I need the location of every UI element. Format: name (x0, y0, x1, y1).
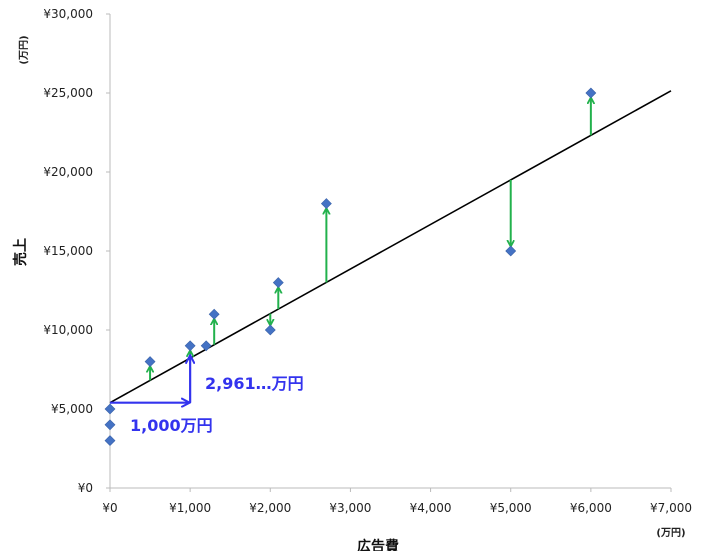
x-tick-label: ¥7,000 (650, 501, 692, 515)
x-tick-label: ¥6,000 (570, 501, 612, 515)
plot-area (104, 87, 672, 447)
y-axis-title: 売上 (12, 238, 29, 266)
y-tick-label: ¥10,000 (43, 323, 93, 337)
regression-line (109, 90, 672, 404)
data-point (104, 419, 116, 431)
data-point (320, 198, 332, 210)
x-tick-label: ¥3,000 (329, 501, 371, 515)
y-tick-label: ¥20,000 (43, 165, 93, 179)
x-axis-title: 広告費 (357, 538, 399, 551)
y-tick-label: ¥30,000 (43, 7, 93, 21)
rise-label: 2,961…万円 (205, 374, 304, 393)
y-axis-ticks: ¥0 ¥5,000 ¥10,000 ¥15,000 ¥20,000 ¥25,000 ¥30,… (43, 7, 110, 495)
x-tick-label: ¥4,000 (410, 501, 452, 515)
run-label: 1,000万円 (130, 416, 213, 435)
y-unit-label: (万円) (18, 35, 30, 64)
x-tick-label: ¥5,000 (490, 501, 532, 515)
data-point (104, 435, 116, 447)
x-tick-label: ¥2,000 (249, 501, 291, 515)
data-point (272, 277, 284, 289)
data-point (144, 356, 156, 368)
x-unit-label: (万円) (656, 527, 685, 539)
data-point (208, 308, 220, 320)
data-point (200, 340, 212, 352)
data-point (505, 245, 517, 257)
y-tick-label: ¥0 (78, 481, 93, 495)
data-point (184, 340, 196, 352)
x-tick-label: ¥1,000 (169, 501, 211, 515)
x-tick-label: ¥0 (102, 501, 117, 515)
data-point (264, 324, 276, 336)
x-axis-ticks: ¥0 ¥1,000 ¥2,000 ¥3,000 ¥4,000 ¥5,000 ¥6,000 ¥7… (102, 488, 692, 515)
y-tick-label: ¥5,000 (51, 402, 93, 416)
data-point (585, 87, 597, 99)
y-tick-label: ¥15,000 (43, 244, 93, 258)
data-point (104, 403, 116, 415)
y-tick-label: ¥25,000 (43, 86, 93, 100)
